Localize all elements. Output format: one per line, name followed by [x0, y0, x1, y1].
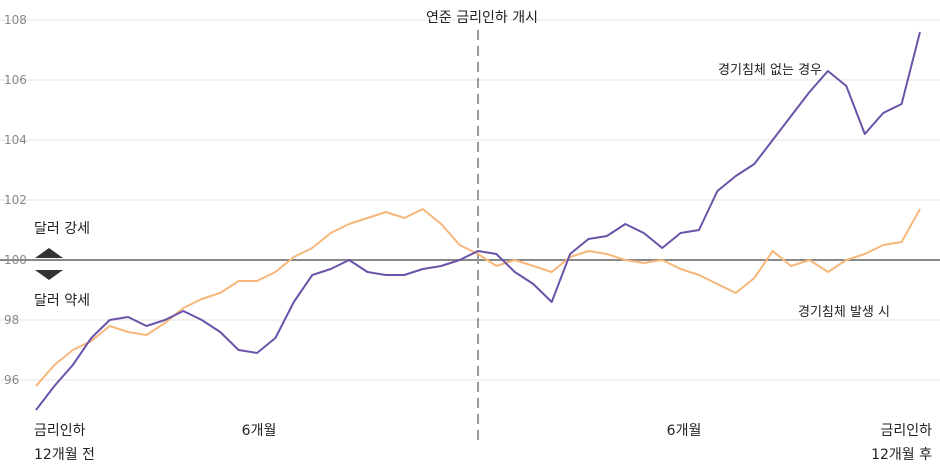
y-tick-label: 96 — [4, 373, 19, 387]
x-label-6m-after: 6개월 — [667, 423, 702, 439]
dollar-weak-label: 달러 약세 — [34, 293, 90, 309]
y-tick-label: 104 — [4, 133, 27, 147]
y-tick-label: 98 — [4, 313, 19, 327]
x-label-start-line2: 12개월 전 — [34, 447, 95, 463]
series-lines — [35, 31, 921, 411]
down-arrow-icon — [35, 270, 63, 280]
series-line-no-recession — [35, 31, 921, 411]
series-label-no-recession: 경기침체 없는 경우 — [718, 63, 822, 78]
series-label-recession: 경기침체 발생 시 — [798, 305, 890, 320]
y-tick-label: 102 — [4, 193, 27, 207]
x-label-end-line2: 12개월 후 — [871, 447, 932, 463]
series-line-recession — [35, 208, 921, 387]
x-label-6m-before: 6개월 — [242, 423, 277, 439]
up-arrow-icon — [35, 248, 63, 258]
dollar-strong-label: 달러 강세 — [34, 221, 90, 237]
y-tick-label: 106 — [4, 73, 27, 87]
y-tick-label: 108 — [4, 13, 27, 27]
x-label-end-line1: 금리인하 — [880, 423, 932, 439]
event-label: 연준 금리인하 개시 — [426, 10, 538, 26]
x-label-start-line1: 금리인하 — [34, 423, 86, 439]
